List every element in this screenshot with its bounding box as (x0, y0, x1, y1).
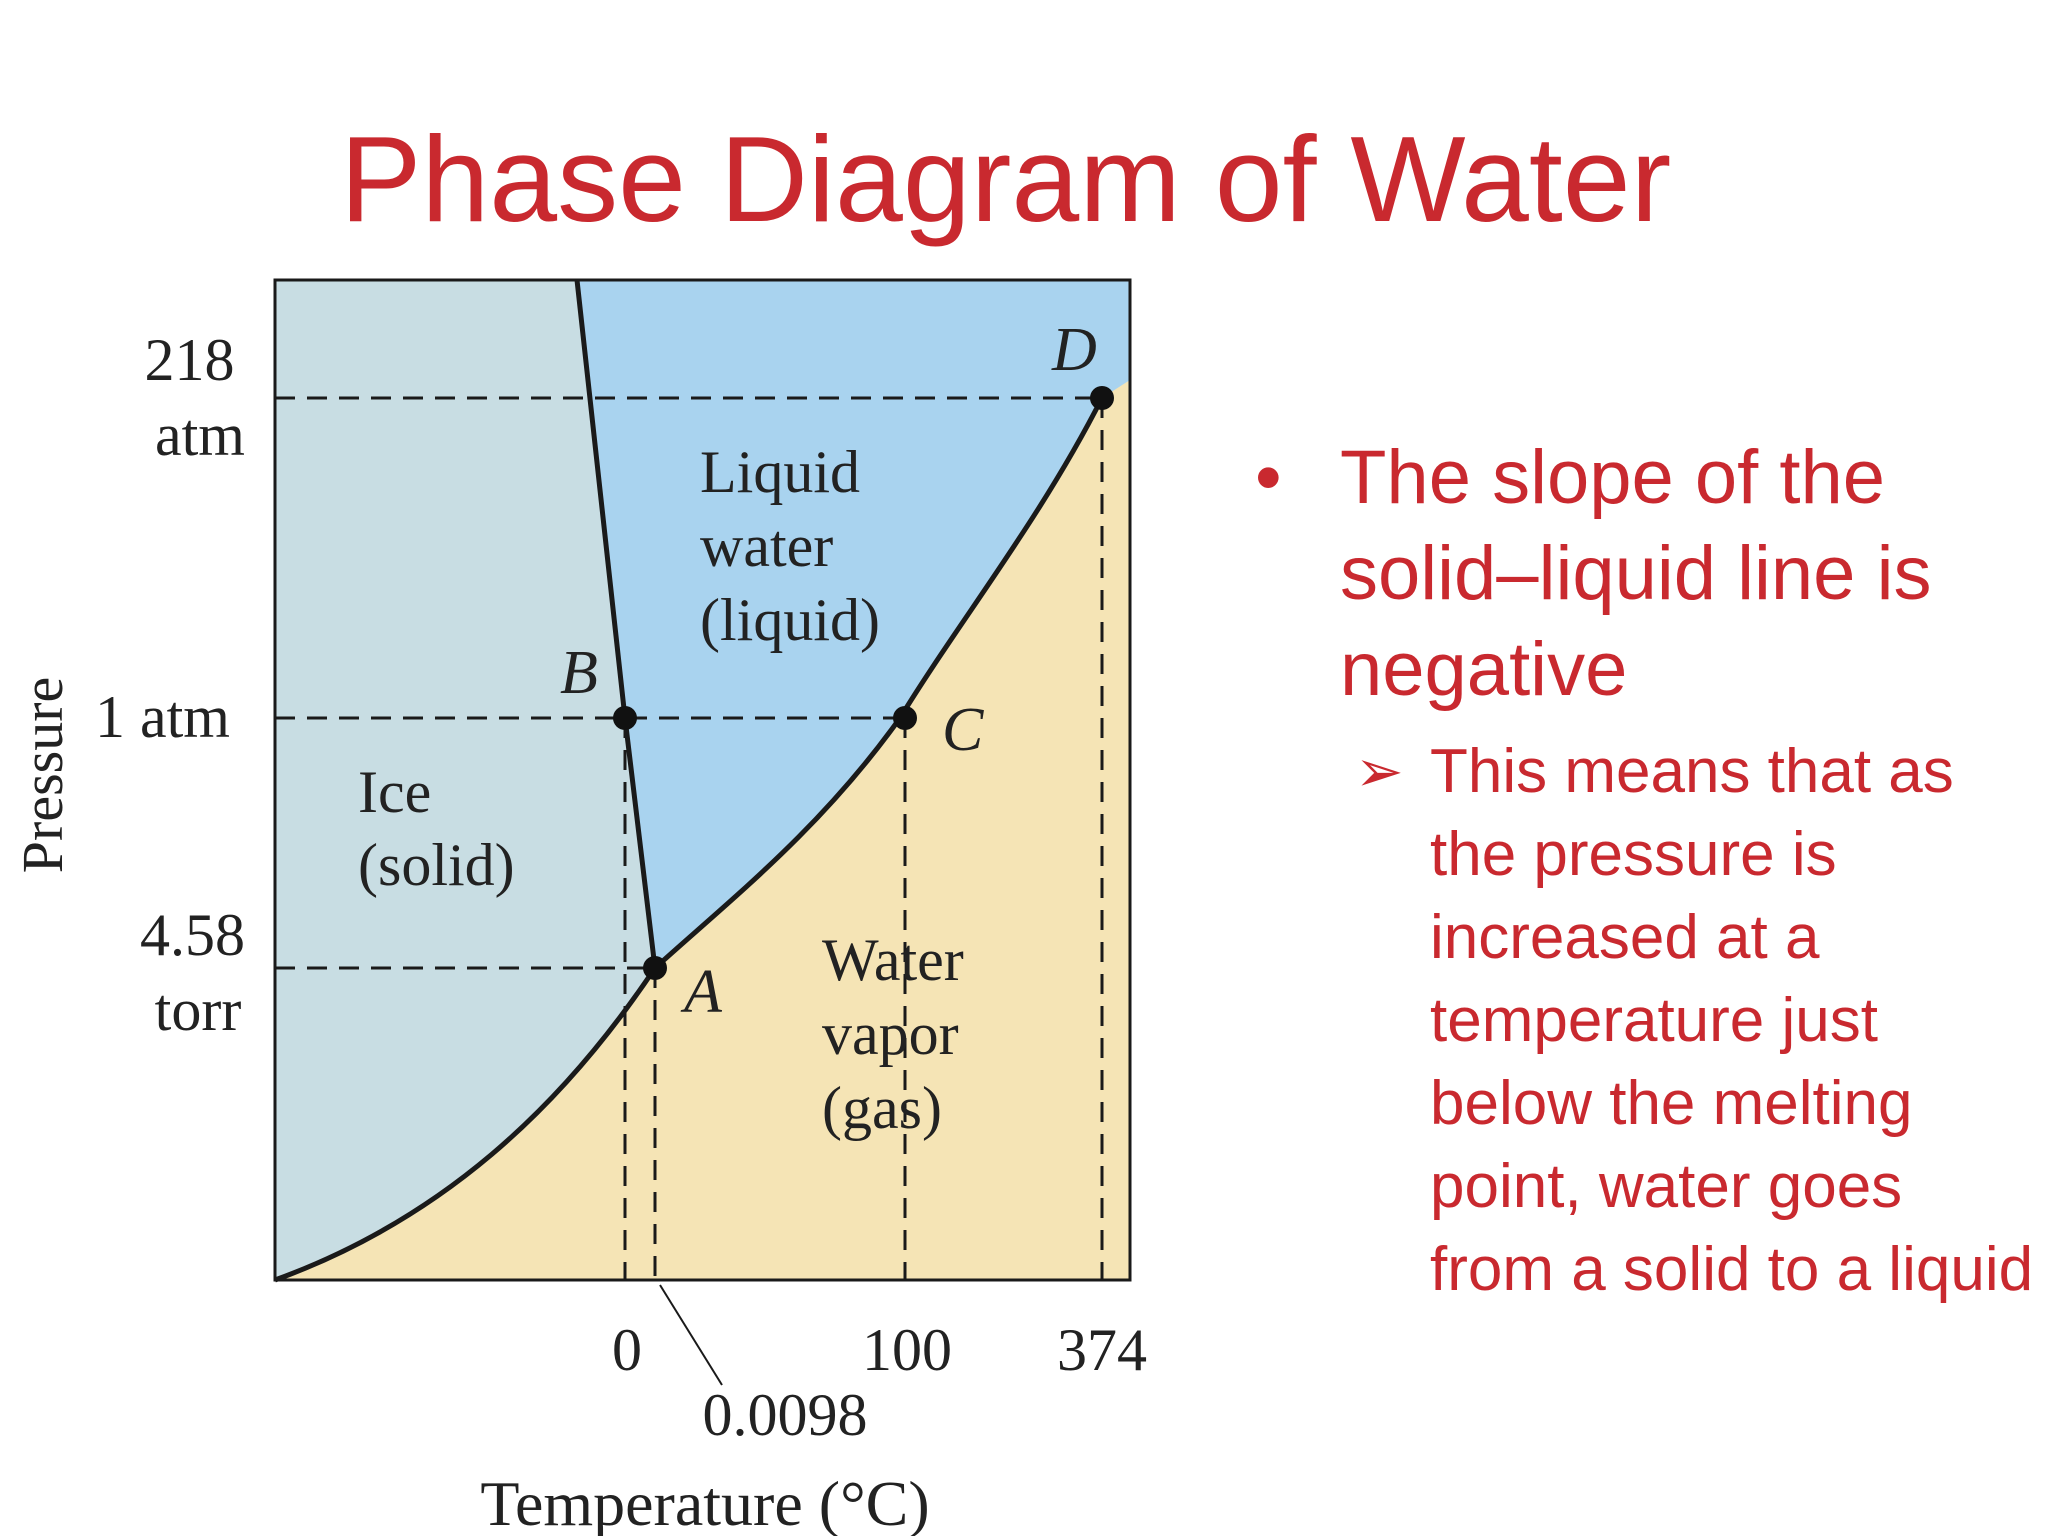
point-label-b: B (560, 639, 598, 707)
gas-region (275, 380, 1130, 1280)
slide-title: Phase Diagram of Water (340, 111, 1672, 247)
phase-diagram: A B C D Ice (solid) Liquid water (liquid… (10, 278, 1147, 1536)
x-tick-100: 100 (862, 1317, 952, 1383)
bullet-list: • The slope of the solid–liquid line is … (1255, 430, 2035, 1311)
point-b (613, 706, 637, 730)
liquid-region (575, 280, 1130, 968)
bullet-text: The slope of the solid–liquid line is ne… (1340, 435, 1932, 712)
bullet-item: • The slope of the solid–liquid line is … (1255, 430, 2035, 718)
region-label-solid: Ice (solid) (358, 759, 515, 898)
x-tick-0: 0 (612, 1317, 642, 1383)
y-axis-title: Pressure (10, 677, 75, 874)
sub-bullet-text: This means that as the pressure is incre… (1430, 737, 2034, 1304)
y-tick-458-torr: 4.58 torr (140, 902, 260, 1043)
plot-frame (273, 278, 1132, 1282)
point-label-d: D (1051, 316, 1097, 384)
point-label-c: C (942, 696, 984, 764)
y-tick-1-atm: 1 atm (95, 684, 230, 750)
point-a (643, 956, 667, 980)
point-label-a: A (680, 958, 723, 1026)
sub-bullet-item: ➢ This means that as the pressure is inc… (1255, 730, 2035, 1311)
x-tick-374: 374 (1057, 1317, 1147, 1383)
guide-lines (275, 396, 1104, 1280)
region-label-liquid: Liquid water (liquid) (700, 439, 880, 653)
x-tick-0098: 0.0098 (703, 1382, 868, 1448)
bullet-dot-icon: • (1255, 435, 1282, 520)
arrowhead-bullet-icon: ➢ (1355, 739, 1404, 804)
point-c (893, 706, 917, 730)
leader-line-0098 (659, 1284, 723, 1386)
region-label-gas: Water vapor (gas) (822, 927, 979, 1141)
vaporization-sublimation-curve (274, 396, 1105, 1283)
y-tick-218-atm: 218 atm (145, 327, 250, 468)
x-axis-title: Temperature (°C) (480, 1468, 929, 1536)
point-d (1090, 386, 1114, 410)
